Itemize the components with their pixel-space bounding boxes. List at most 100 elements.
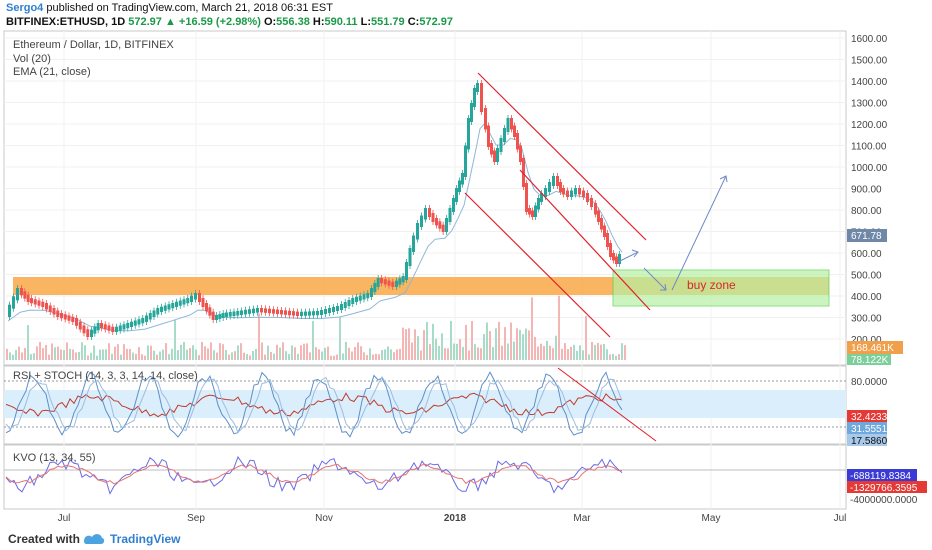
candle [78,321,82,330]
volume-bar [549,345,551,360]
candle [208,307,212,316]
candle [606,233,609,247]
volume-bar [519,329,521,360]
volume-bar [480,348,482,360]
candle [467,118,470,150]
volume-bar [369,348,371,360]
candle [103,324,107,330]
volume-bar [168,354,170,360]
candle [398,278,402,285]
volume-bar [402,327,404,360]
candle [476,83,479,92]
volume-bar [207,348,209,360]
candle [484,108,487,130]
price-tick: 1400.00 [851,77,888,88]
volume-bar [522,334,524,360]
volume-bar [468,350,470,360]
volume-bar [243,352,245,360]
price-tick: 200.00 [851,335,882,346]
candle [582,190,585,197]
volume-bar [24,347,26,360]
volume-bar [144,355,146,360]
volume-bars [6,295,626,360]
candle [75,318,78,326]
volume-bar [255,348,257,360]
candle [26,294,30,302]
candle [171,303,175,309]
time-tick: 2018 [444,513,467,524]
candle [336,306,339,311]
volume-bar [366,355,368,360]
candle [86,329,90,337]
volume-bar [231,352,233,360]
price-badge-bg [847,229,887,242]
candle [586,193,589,202]
stoch-k-line [5,371,623,438]
candle [118,325,122,331]
price-axis[interactable]: 1600.00 1500.00 1400.00 1300.00 1200.00 1100.… [851,34,888,346]
vol-badge1: 168.461K [851,343,894,354]
candle [272,309,275,314]
price-tick: 1000.00 [851,163,888,174]
candle [615,256,618,264]
candle [304,311,307,316]
candle [559,182,562,192]
tradingview-link[interactable]: TradingView [110,532,181,546]
volume-bar [477,347,479,360]
volume-bar [432,323,434,360]
volume-bar [408,328,410,360]
candle [544,188,547,197]
time-axis[interactable]: Jul Sep Nov 2018 Mar May Jul [58,513,847,524]
volume-bar [372,354,374,360]
volume-bar [507,343,509,360]
price-tick: 1100.00 [851,142,887,153]
candle [252,308,255,314]
volume-bar [543,345,545,360]
volume-bar [249,355,251,360]
volume-bar [528,330,530,360]
rsi-badge1-bg [847,410,887,422]
kvo-panel [3,444,847,510]
volume-bar [588,354,590,360]
kvo-line [5,455,623,495]
candle [332,307,335,312]
price-tick: 1500.00 [851,56,888,67]
time-tick: May [702,513,721,524]
volume-bar [72,349,74,360]
candle [163,305,167,311]
candle [537,198,540,210]
volume-bar [336,354,338,360]
volume-bar [321,351,323,360]
candle [600,218,603,230]
candle [328,308,331,313]
candle [562,188,565,195]
candle [320,310,323,315]
candle [473,88,476,107]
volume-bar [129,348,131,360]
candle [133,320,137,326]
volume-bar [450,320,452,360]
candle [148,313,152,320]
kvo-badge1: -688119.8384 [850,471,911,482]
rsi-axis-tick: 80.0000 [851,377,888,388]
volume-bar [102,349,104,360]
author-link[interactable]: Sergo4 [6,2,44,14]
candle [218,314,222,319]
volume-bar [495,328,497,360]
volume-bar [84,345,86,360]
volume-bar [126,348,128,360]
candle [395,280,398,287]
volume-bar [351,351,353,360]
volume-bar [216,352,218,360]
candle [480,83,483,112]
volume-bar [597,342,599,360]
candle [156,308,160,315]
candle [391,281,395,287]
volume-bar [576,350,578,360]
volume-bar [111,353,113,360]
candle [490,143,493,155]
chart-canvas[interactable]: buy zone Ethereum / Dollar, 1D, BITFINEX… [0,0,932,528]
candle [228,312,232,317]
candle [60,313,63,319]
candle [452,198,455,212]
